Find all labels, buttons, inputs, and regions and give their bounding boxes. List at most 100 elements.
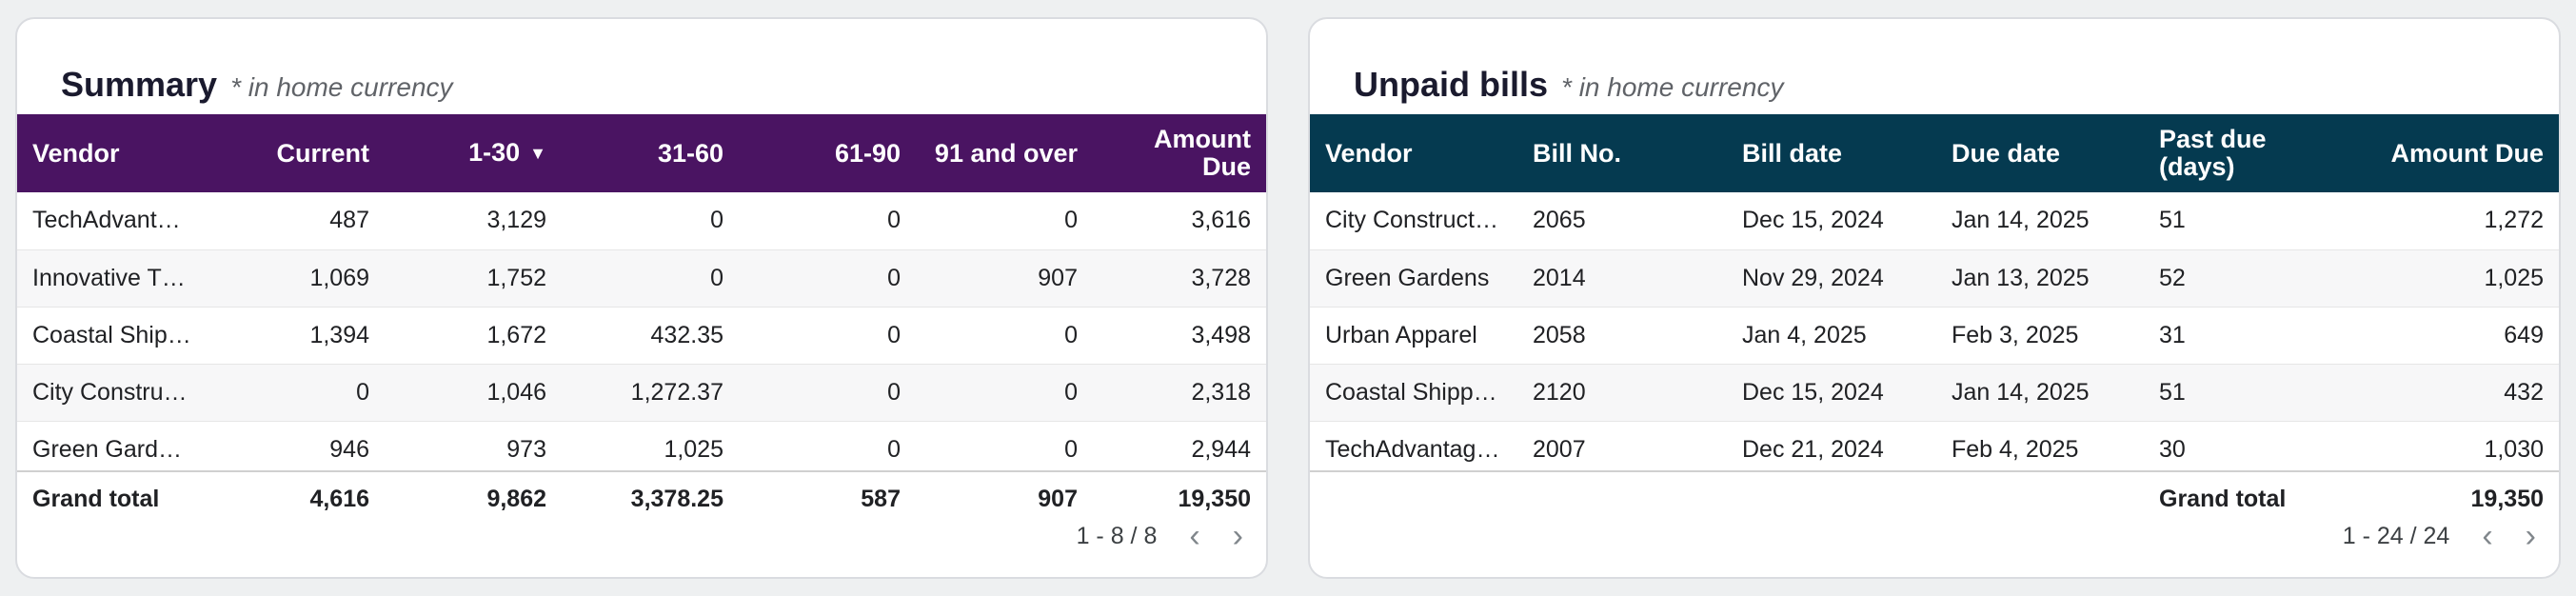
- col-amount-due[interactable]: Amount Due: [2390, 138, 2544, 168]
- due-date-cell: Jan 13, 2025: [1952, 264, 2090, 291]
- col-bill-no[interactable]: Bill No.: [1533, 138, 1621, 168]
- table-row: Innovative T… 1,069 1,752 0 0 907 3,728: [17, 249, 1266, 307]
- vendor-cell: TechAdvant…: [32, 207, 181, 234]
- chevron-right-icon[interactable]: ›: [1232, 518, 1243, 554]
- summary-pagination: 1 - 8 / 8 ‹ ›: [1077, 520, 1243, 552]
- col-vendor[interactable]: Vendor: [32, 138, 120, 168]
- col-1-30-label: 1-30: [468, 137, 521, 167]
- due-date-cell: Feb 3, 2025: [1952, 321, 2079, 348]
- value-cell: 1,272.37: [630, 378, 723, 406]
- grand-total-value: 907: [1038, 485, 1078, 512]
- bill-date-cell: Jan 4, 2025: [1742, 321, 1867, 348]
- due-date-cell: Jan 14, 2025: [1952, 378, 2090, 406]
- due-date-cell: Jan 14, 2025: [1952, 207, 2090, 234]
- grand-total-value: 19,350: [1178, 485, 1251, 512]
- amount-cell: 432: [2504, 378, 2544, 406]
- amount-cell: 649: [2504, 321, 2544, 348]
- col-61-90[interactable]: 61-90: [834, 138, 901, 168]
- summary-header: Summary * in home currency: [61, 65, 453, 105]
- value-cell: 2,944: [1191, 435, 1251, 463]
- value-cell: 1,672: [486, 321, 546, 348]
- value-cell: 0: [710, 264, 723, 291]
- unpaid-bills-card: Unpaid bills * in home currency Vendor B…: [1308, 17, 2561, 579]
- summary-table-header: Vendor Current 1-30 ▼ 31-60 61-90 91 and …: [17, 114, 1266, 192]
- value-cell: 0: [887, 207, 901, 234]
- past-due-cell: 31: [2159, 321, 2186, 348]
- value-cell: 0: [1064, 435, 1078, 463]
- value-cell: 3,728: [1191, 264, 1251, 291]
- table-row: TechAdvant… 487 3,129 0 0 0 3,616: [17, 192, 1266, 249]
- past-due-cell: 51: [2159, 207, 2186, 234]
- value-cell: 0: [1064, 321, 1078, 348]
- unpaid-table-body[interactable]: City Constructi… 2065 Dec 15, 2024 Jan 1…: [1310, 192, 2559, 472]
- past-due-cell: 52: [2159, 264, 2186, 291]
- chevron-left-icon[interactable]: ‹: [2482, 518, 2493, 554]
- grand-total-value: 4,616: [309, 485, 369, 512]
- value-cell: 3,616: [1191, 207, 1251, 234]
- value-cell: 3,498: [1191, 321, 1251, 348]
- value-cell: 0: [887, 321, 901, 348]
- value-cell: 907: [1038, 264, 1078, 291]
- summary-card: Summary * in home currency Vendor Curren…: [15, 17, 1268, 579]
- value-cell: 1,394: [309, 321, 369, 348]
- bill-date-cell: Dec 15, 2024: [1742, 207, 1884, 234]
- grand-total-label: Grand total: [2159, 485, 2287, 512]
- col-due-date[interactable]: Due date: [1952, 138, 2061, 168]
- unpaid-grand-total-row: Grand total 19,350: [1310, 472, 2559, 526]
- table-row: Urban Apparel 2058 Jan 4, 2025 Feb 3, 20…: [1310, 307, 2559, 364]
- bill-no-cell: 2014: [1533, 264, 1586, 291]
- value-cell: 1,025: [664, 435, 723, 463]
- summary-table-body[interactable]: TechAdvant… 487 3,129 0 0 0 3,616 Innova…: [17, 192, 1266, 472]
- table-row: Green Garde… 946 973 1,025 0 0 2,944: [17, 421, 1266, 470]
- vendor-cell: City Constructi…: [1325, 207, 1504, 234]
- col-past-due[interactable]: Past due (days): [2159, 125, 2267, 181]
- chevron-right-icon[interactable]: ›: [2525, 518, 2536, 554]
- table-row: Green Gardens 2014 Nov 29, 2024 Jan 13, …: [1310, 249, 2559, 307]
- value-cell: 0: [887, 378, 901, 406]
- col-amount-due[interactable]: Amount Due: [1154, 125, 1251, 181]
- unpaid-header: Unpaid bills * in home currency: [1354, 65, 1783, 105]
- amount-cell: 1,030: [2484, 435, 2544, 463]
- bill-no-cell: 2007: [1533, 435, 1586, 463]
- value-cell: 0: [887, 264, 901, 291]
- vendor-cell: City Constru…: [32, 378, 188, 406]
- table-row: City Constru… 0 1,046 1,272.37 0 0 2,318: [17, 364, 1266, 421]
- value-cell: 0: [710, 207, 723, 234]
- col-91-over[interactable]: 91 and over: [934, 138, 1078, 168]
- col-vendor[interactable]: Vendor: [1325, 138, 1413, 168]
- table-row: TechAdvantag… 2007 Dec 21, 2024 Feb 4, 2…: [1310, 421, 2559, 470]
- unpaid-note: * in home currency: [1561, 72, 1784, 102]
- bill-date-cell: Dec 15, 2024: [1742, 378, 1884, 406]
- value-cell: 432.35: [650, 321, 723, 348]
- table-row: City Constructi… 2065 Dec 15, 2024 Jan 1…: [1310, 192, 2559, 249]
- bill-date-cell: Dec 21, 2024: [1742, 435, 1884, 463]
- past-due-cell: 30: [2159, 435, 2186, 463]
- col-1-30[interactable]: 1-30 ▼: [385, 114, 562, 192]
- bill-no-cell: 2058: [1533, 321, 1586, 348]
- grand-total-value: 3,378.25: [630, 485, 723, 512]
- col-current[interactable]: Current: [276, 138, 369, 168]
- bill-date-cell: Nov 29, 2024: [1742, 264, 1884, 291]
- chevron-left-icon[interactable]: ‹: [1189, 518, 1200, 554]
- summary-grand-total-row: Grand total 4,616 9,862 3,378.25 587 907…: [17, 472, 1266, 526]
- amount-cell: 1,272: [2484, 207, 2544, 234]
- value-cell: 1,069: [309, 264, 369, 291]
- table-row: Coastal Shipping 2120 Dec 15, 2024 Jan 1…: [1310, 364, 2559, 421]
- value-cell: 0: [887, 435, 901, 463]
- summary-rows: TechAdvant… 487 3,129 0 0 0 3,616 Innova…: [17, 192, 1266, 470]
- table-row: Coastal Ship… 1,394 1,672 432.35 0 0 3,4…: [17, 307, 1266, 364]
- vendor-cell: Green Gardens: [1325, 264, 1490, 291]
- grand-total-value: 587: [861, 485, 901, 512]
- col-31-60[interactable]: 31-60: [657, 138, 723, 168]
- amount-cell: 1,025: [2484, 264, 2544, 291]
- pagination-range: 1 - 24 / 24: [2342, 522, 2450, 549]
- vendor-cell: TechAdvantag…: [1325, 435, 1500, 463]
- col-bill-date[interactable]: Bill date: [1742, 138, 1843, 168]
- value-cell: 0: [1064, 378, 1078, 406]
- value-cell: 3,129: [486, 207, 546, 234]
- caret-down-icon: ▼: [529, 144, 546, 164]
- value-cell: 487: [329, 207, 369, 234]
- value-cell: 1,752: [486, 264, 546, 291]
- summary-title: Summary: [61, 65, 218, 104]
- vendor-cell: Coastal Ship…: [32, 321, 191, 348]
